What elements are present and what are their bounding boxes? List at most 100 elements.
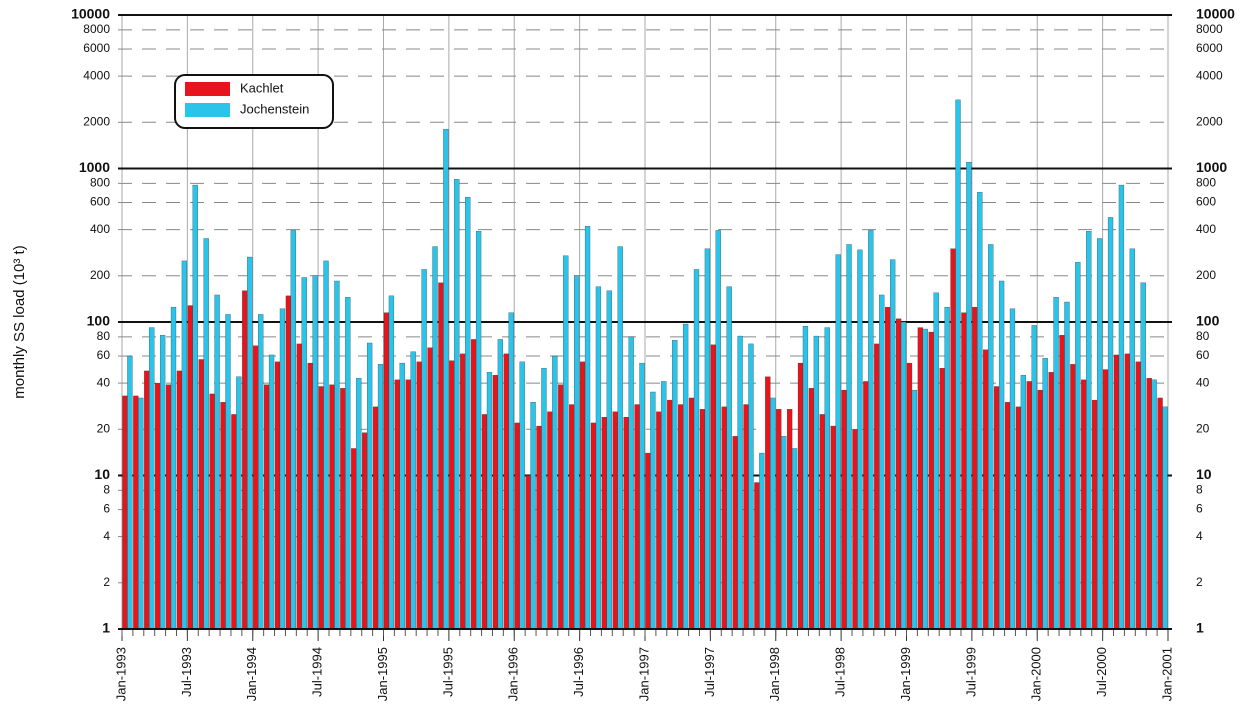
x-tick-label: Jan-1996 xyxy=(506,647,521,701)
bar xyxy=(253,345,259,630)
bar xyxy=(797,362,804,630)
bar xyxy=(558,384,564,630)
bar xyxy=(781,436,787,630)
bar xyxy=(737,335,743,630)
bar xyxy=(1009,308,1016,630)
bar xyxy=(1048,372,1054,630)
bar xyxy=(988,244,994,630)
bar xyxy=(961,312,967,630)
x-tick-label: Jul-1994 xyxy=(310,647,325,697)
bar xyxy=(1004,402,1011,630)
bar xyxy=(1162,406,1168,630)
bar xyxy=(307,362,313,630)
y-tick-label: 10000 xyxy=(71,6,110,22)
bar xyxy=(601,416,608,630)
bar xyxy=(830,425,836,630)
bar xyxy=(885,306,891,630)
bar xyxy=(127,355,133,630)
bar xyxy=(863,381,869,630)
bar xyxy=(824,327,830,630)
y-tick-label: 6 xyxy=(103,502,110,516)
bar xyxy=(563,255,569,630)
bar xyxy=(678,404,684,630)
legend-label: Kachlet xyxy=(240,80,284,95)
bar xyxy=(514,422,520,630)
bar xyxy=(1031,325,1037,630)
bar xyxy=(547,411,553,630)
bar xyxy=(612,411,618,630)
bar xyxy=(732,436,738,630)
y-tick-label: 4000 xyxy=(83,68,110,82)
y-tick-label: 600 xyxy=(90,195,110,209)
bar xyxy=(890,259,896,630)
bar xyxy=(939,368,945,630)
y-tick-label-right: 1000 xyxy=(1196,159,1227,175)
x-tick-label: Jul-1996 xyxy=(571,647,586,697)
bar xyxy=(879,294,885,630)
bar xyxy=(819,414,825,630)
bar xyxy=(508,312,514,630)
bar xyxy=(410,351,416,630)
bar xyxy=(209,393,215,630)
y-tick-label: 6000 xyxy=(83,41,110,55)
bar xyxy=(220,402,226,630)
bar xyxy=(242,290,248,630)
bar xyxy=(519,361,525,630)
y-tick-label-right: 4 xyxy=(1196,529,1203,543)
bar xyxy=(268,354,275,630)
y-tick-label-right: 6000 xyxy=(1196,41,1223,55)
bar xyxy=(312,275,318,630)
bar xyxy=(998,280,1005,630)
bar xyxy=(377,364,384,630)
bar xyxy=(977,192,983,630)
bar xyxy=(1118,184,1125,630)
y-tick-label-right: 800 xyxy=(1196,176,1216,190)
bar xyxy=(225,314,231,630)
bar xyxy=(704,248,711,630)
y-tick-label: 20 xyxy=(97,421,111,435)
y-tick-label: 400 xyxy=(90,222,110,236)
x-tick-label: Jan-2000 xyxy=(1029,647,1044,701)
y-tick-label-right: 60 xyxy=(1196,348,1210,362)
y-tick-label: 100 xyxy=(87,313,111,329)
bar xyxy=(486,372,493,630)
x-tick-label: Jan-1997 xyxy=(636,647,651,701)
y-axis-label: monthly SS load (10³ t) xyxy=(11,245,28,398)
bar xyxy=(791,448,798,630)
x-tick-label: Jul-1995 xyxy=(440,647,455,697)
bar xyxy=(874,343,880,630)
bar xyxy=(144,370,150,630)
bar xyxy=(165,384,172,630)
bar xyxy=(159,335,166,630)
y-tick-label-right: 600 xyxy=(1196,195,1216,209)
y-tick-label-right: 2000 xyxy=(1196,114,1223,128)
bar xyxy=(279,308,286,630)
bar xyxy=(1124,353,1131,630)
x-tick-label: Jan-1994 xyxy=(244,647,259,701)
y-tick-label-right: 8000 xyxy=(1196,22,1223,36)
x-tick-label: Jan-1999 xyxy=(898,647,913,701)
bar xyxy=(438,282,444,630)
bar xyxy=(133,395,139,630)
bar xyxy=(460,353,466,630)
bar xyxy=(122,395,128,630)
bar xyxy=(1151,379,1157,630)
bar xyxy=(1102,369,1109,630)
bar xyxy=(383,312,390,630)
bar xyxy=(394,379,400,630)
bar xyxy=(181,260,188,630)
y-tick-label: 60 xyxy=(97,348,111,362)
bar xyxy=(574,275,580,630)
bar xyxy=(149,327,155,630)
bar xyxy=(1026,381,1032,630)
bar xyxy=(301,277,307,630)
x-tick-label: Jan-1993 xyxy=(113,647,128,701)
bar xyxy=(1157,397,1163,630)
bar xyxy=(776,409,782,630)
bar xyxy=(541,368,547,630)
x-tick-label: Jan-1995 xyxy=(375,647,390,701)
bar xyxy=(170,306,177,630)
bar xyxy=(634,404,640,630)
bar xyxy=(900,321,907,630)
bar xyxy=(802,325,809,630)
